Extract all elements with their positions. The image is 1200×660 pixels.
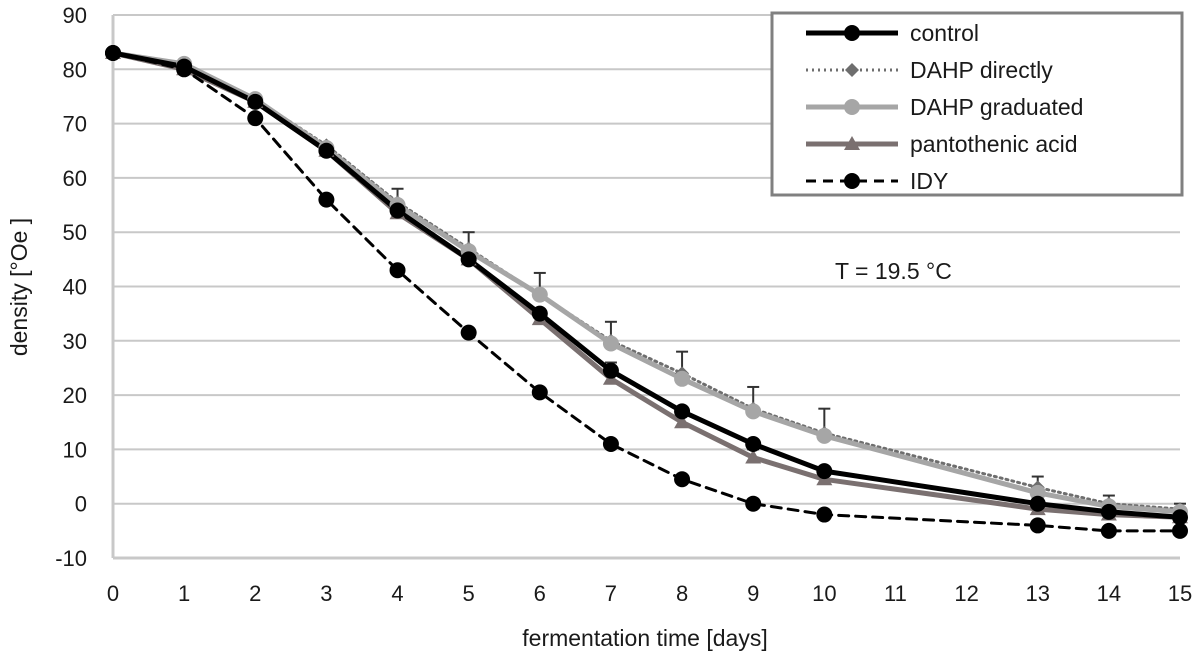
data-point — [531, 305, 548, 322]
data-point — [816, 463, 833, 480]
legend-marker — [844, 173, 860, 189]
legend-box — [770, 11, 1184, 197]
x-tick-label: 4 — [391, 581, 403, 606]
x-tick-label: 3 — [320, 581, 332, 606]
legend-items: control DAHP directly DAHP graduated pantot… — [806, 20, 1083, 194]
data-point — [674, 403, 691, 420]
data-point — [1029, 495, 1046, 512]
series-line-control — [110, 50, 1183, 520]
y-tick-label: 90 — [63, 3, 87, 28]
legend-label: pantothenic acid — [910, 131, 1078, 157]
x-tick-label: 13 — [1025, 581, 1049, 606]
data-point — [602, 335, 619, 352]
data-point — [1100, 503, 1117, 520]
x-tick-label: 14 — [1097, 581, 1121, 606]
data-point — [460, 251, 477, 268]
data-point — [602, 362, 619, 379]
data-point — [1172, 522, 1188, 539]
x-tick-label: 11 — [884, 581, 907, 606]
data-point — [105, 45, 121, 62]
data-point — [247, 110, 264, 127]
series-markers — [105, 45, 1188, 539]
y-tick-label: 80 — [63, 57, 87, 82]
x-tick-label: 2 — [249, 581, 261, 606]
legend-label: DAHP directly — [910, 57, 1053, 83]
data-point — [674, 370, 691, 387]
legend-label: DAHP graduated — [910, 94, 1083, 120]
y-tick-label: 0 — [75, 492, 87, 517]
series-lines — [110, 50, 1183, 533]
x-tick-label: 9 — [747, 581, 759, 606]
legend-label: IDY — [910, 168, 948, 194]
x-tick-label: 1 — [178, 581, 190, 606]
y-tick-labels: -10 0 10 20 30 40 50 60 70 80 90 — [55, 3, 87, 571]
data-point — [1172, 509, 1188, 526]
data-point — [318, 191, 335, 208]
x-tick-label: 7 — [605, 581, 617, 606]
data-point — [531, 286, 548, 303]
data-point — [816, 506, 833, 523]
y-tick-label: 70 — [63, 112, 87, 137]
error-bars — [391, 187, 1186, 510]
legend-label: control — [910, 20, 979, 46]
data-point — [531, 384, 548, 401]
x-tick-label: 6 — [534, 581, 546, 606]
x-tick-label: 12 — [954, 581, 978, 606]
data-point — [674, 471, 691, 488]
data-point — [674, 414, 691, 429]
data-point — [1100, 522, 1117, 539]
data-point — [1029, 517, 1046, 534]
y-tick-label: 40 — [63, 275, 87, 300]
x-tick-label: 10 — [812, 581, 836, 606]
legend-marker — [844, 25, 860, 41]
legend-marker — [845, 63, 859, 77]
y-tick-label: -10 — [55, 546, 87, 571]
data-point — [816, 427, 833, 444]
y-tick-label: 20 — [63, 383, 87, 408]
x-tick-label: 15 — [1168, 581, 1192, 606]
x-axis-title: fermentation time [days] — [522, 625, 767, 651]
data-point — [389, 202, 406, 219]
series-line-idy — [111, 51, 1182, 533]
legend-marker — [844, 99, 860, 115]
legend: control DAHP directly DAHP graduated pantot… — [770, 11, 1184, 197]
y-tick-label: 30 — [63, 329, 87, 354]
x-tick-label: 5 — [463, 581, 475, 606]
data-point — [745, 449, 762, 464]
data-point — [389, 262, 406, 279]
data-point — [176, 61, 193, 78]
data-point — [745, 435, 762, 452]
data-point — [745, 403, 762, 420]
y-tick-label: 10 — [63, 437, 87, 462]
temperature-annotation: T = 19.5 °C — [835, 258, 952, 284]
legend-marker — [844, 136, 860, 150]
data-point — [602, 435, 619, 452]
x-tick-label: 0 — [107, 581, 119, 606]
data-point — [318, 142, 335, 159]
y-tick-label: 50 — [63, 220, 87, 245]
y-axis-title: density [°Oe ] — [6, 218, 32, 356]
data-point — [247, 93, 264, 110]
x-tick-labels: 0 1 2 3 4 5 6 7 8 9 10 11 12 13 14 15 — [107, 581, 1192, 606]
axes — [111, 15, 1180, 560]
x-tick-label: 8 — [676, 581, 688, 606]
data-point — [460, 324, 477, 341]
data-point — [745, 495, 762, 512]
y-tick-label: 60 — [63, 166, 87, 191]
